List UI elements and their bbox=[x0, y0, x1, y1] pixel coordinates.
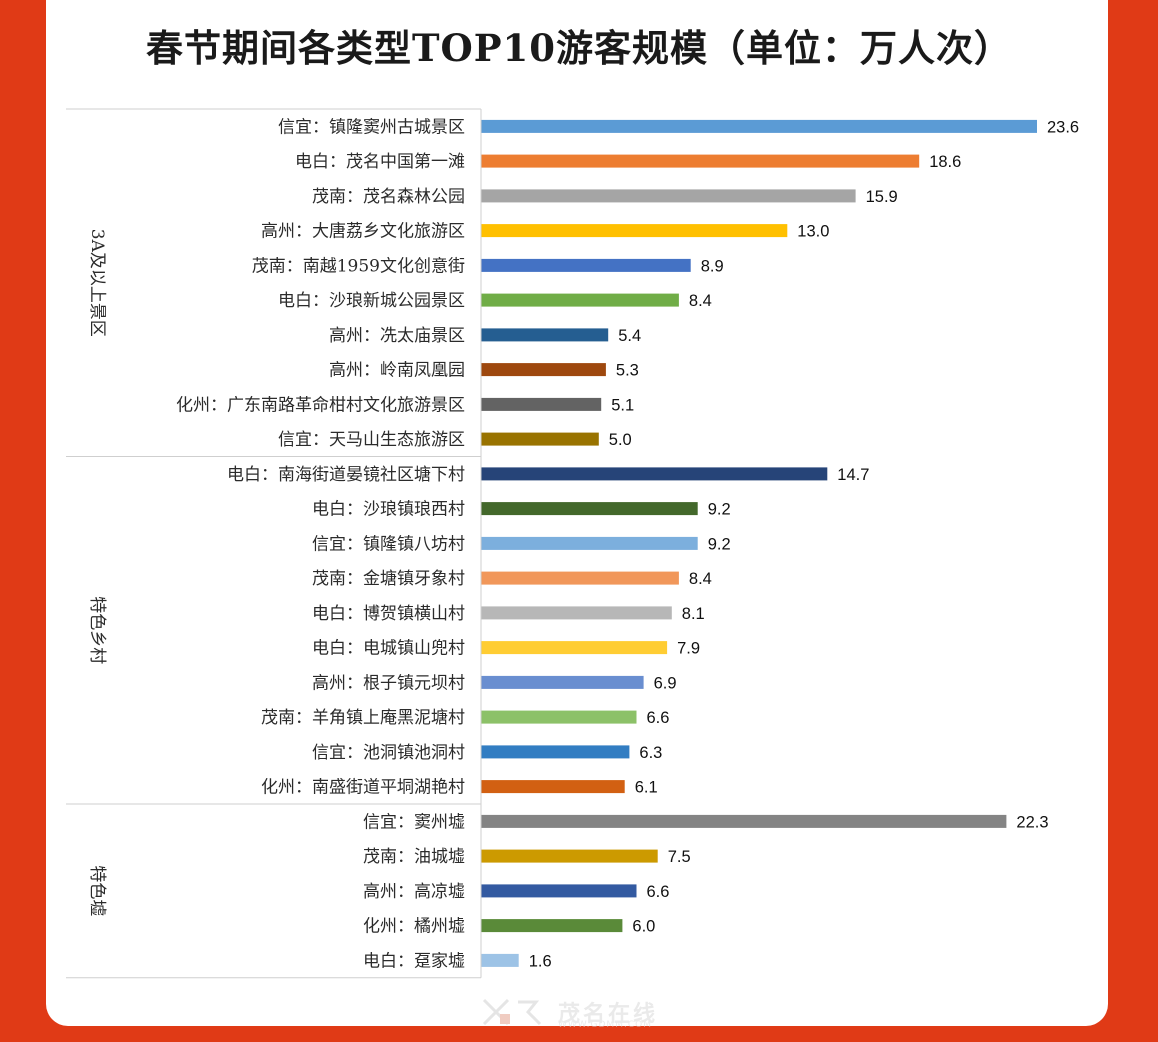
bar bbox=[481, 641, 668, 655]
bar bbox=[481, 953, 519, 967]
group-label: 3A及以上景区 bbox=[87, 229, 107, 337]
category-label: 电白：趸家墟 bbox=[363, 951, 465, 971]
data-label: 6.6 bbox=[647, 883, 670, 901]
category-label: 电白：博贺镇横山村 bbox=[312, 604, 465, 624]
category-label: 化州：南盛街道平垌湖艳村 bbox=[261, 778, 465, 798]
data-label: 5.4 bbox=[618, 327, 641, 345]
category-label: 化州：橘州墟 bbox=[363, 917, 465, 937]
watermark-icon bbox=[482, 998, 542, 1026]
category-label: 茂南：金塘镇牙象村 bbox=[312, 569, 465, 589]
bar bbox=[481, 536, 698, 550]
data-label: 13.0 bbox=[797, 223, 829, 241]
data-label: 1.6 bbox=[529, 952, 552, 970]
category-label: 高州：大唐荔乡文化旅游区 bbox=[261, 221, 465, 242]
bar bbox=[481, 745, 630, 759]
data-label: 6.6 bbox=[647, 709, 670, 727]
category-label: 高州：岭南凤凰园 bbox=[329, 361, 465, 381]
data-label: 7.9 bbox=[677, 640, 700, 658]
bar bbox=[481, 814, 1007, 828]
chart-title: 春节期间各类型TOP10游客规模（单位：万人次） bbox=[145, 26, 1013, 70]
data-label: 8.4 bbox=[689, 292, 712, 310]
bar bbox=[481, 849, 658, 863]
bar bbox=[481, 606, 672, 620]
bar bbox=[481, 571, 679, 585]
data-label: 5.1 bbox=[611, 396, 634, 414]
category-label: 茂南：油城墟 bbox=[363, 847, 465, 867]
category-label: 高州：根子镇元坝村 bbox=[312, 673, 465, 693]
data-label: 9.2 bbox=[708, 535, 731, 553]
bar bbox=[481, 467, 828, 481]
category-label: 信宜：窦州墟 bbox=[363, 812, 465, 832]
data-label: 9.2 bbox=[708, 501, 731, 519]
group-label: 特色乡村 bbox=[87, 596, 107, 664]
data-label: 8.9 bbox=[701, 257, 724, 275]
category-label: 电白：沙琅镇琅西村 bbox=[312, 500, 465, 520]
bar bbox=[481, 710, 637, 724]
data-label: 23.6 bbox=[1047, 118, 1079, 136]
data-label: 6.1 bbox=[635, 779, 658, 797]
bar bbox=[481, 502, 698, 516]
bar bbox=[481, 919, 623, 933]
data-label: 8.1 bbox=[682, 605, 705, 623]
data-label: 8.4 bbox=[689, 570, 712, 588]
category-label: 信宜：镇隆窦州古城景区 bbox=[278, 117, 465, 137]
data-label: 6.0 bbox=[632, 918, 655, 936]
category-label: 信宜：池洞镇池洞村 bbox=[312, 743, 465, 763]
data-label: 22.3 bbox=[1016, 813, 1048, 831]
bar bbox=[481, 189, 856, 203]
bar bbox=[481, 154, 920, 168]
watermark-url: WWW.GDMM.COM bbox=[558, 1020, 652, 1030]
data-label: 15.9 bbox=[866, 188, 898, 206]
data-label: 18.6 bbox=[929, 153, 961, 171]
category-label: 电白：南海街道晏镜社区塘下村 bbox=[227, 465, 465, 485]
bar bbox=[481, 397, 602, 411]
bar bbox=[481, 432, 599, 446]
bar bbox=[481, 258, 691, 272]
data-label: 5.3 bbox=[616, 362, 639, 380]
watermark-text: 茂名在线 bbox=[558, 1002, 659, 1027]
category-label: 高州：冼太庙景区 bbox=[329, 326, 465, 346]
category-label: 电白：茂名中国第一滩 bbox=[295, 152, 465, 172]
bar bbox=[481, 224, 788, 238]
group-label: 特色墟 bbox=[87, 865, 107, 916]
category-label: 茂南：南越1959文化创意街 bbox=[252, 256, 465, 276]
category-label: 化州：广东南路革命柑村文化旅游景区 bbox=[176, 395, 465, 415]
category-label: 茂南：茂名森林公园 bbox=[312, 187, 465, 207]
category-label: 高州：高凉墟 bbox=[363, 882, 465, 902]
data-label: 7.5 bbox=[668, 848, 691, 866]
category-label: 信宜：天马山生态旅游区 bbox=[278, 430, 465, 450]
bar bbox=[481, 884, 637, 898]
bar bbox=[481, 780, 625, 794]
bar bbox=[481, 119, 1037, 133]
data-label: 6.3 bbox=[639, 744, 662, 762]
category-label: 信宜：镇隆镇八坊村 bbox=[312, 534, 465, 554]
data-label: 6.9 bbox=[654, 674, 677, 692]
bar bbox=[481, 293, 679, 307]
data-label: 14.7 bbox=[837, 466, 869, 484]
watermark-logo: 茂名在线 WWW.GDMM.COM bbox=[478, 994, 718, 1034]
bar bbox=[481, 675, 644, 689]
bar bbox=[481, 363, 606, 377]
bar bbox=[481, 328, 609, 342]
category-label: 茂南：羊角镇上庵黑泥塘村 bbox=[261, 708, 465, 728]
category-label: 电白：电城镇山兜村 bbox=[312, 639, 465, 659]
category-label: 电白：沙琅新城公园景区 bbox=[278, 291, 465, 311]
data-label: 5.0 bbox=[609, 431, 632, 449]
